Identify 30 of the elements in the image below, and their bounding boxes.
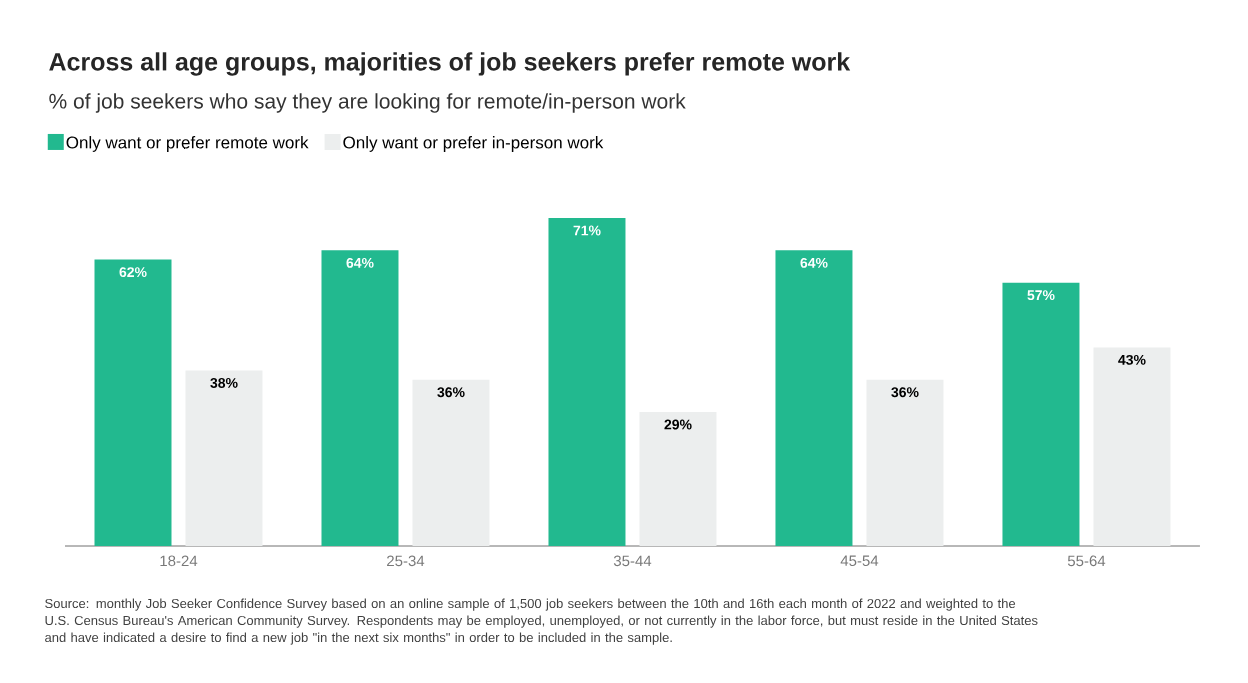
legend-label: Only want or prefer remote work [66,136,309,152]
bar [548,218,626,547]
bar [1002,282,1080,547]
bar [775,250,853,547]
bar [321,250,399,547]
bar [639,412,717,547]
x-tick-label: 45-54 [840,555,879,566]
data-label: 36% [891,387,919,398]
data-label: 29% [664,419,692,430]
legend-label: Only want or prefer in-person work [343,136,604,152]
chart-subtitle: % of job seekers who say they are looking for remote/in-person work [49,93,686,113]
bar [185,370,263,547]
x-tick-label: 18-24 [160,555,198,567]
x-tick-label: 25-34 [387,555,425,567]
data-label: 38% [210,378,238,388]
chart-title: Across all age groups, majorities of job seekers prefer remote work [49,52,851,76]
data-label: 64% [346,257,374,268]
source-note: Source: monthly Job Seeker Confidence Survey based on an online sample of 1,500 job seekers between the 10th and 16th each month of 2022 and weighted to the U.S. Census Bureau's American Community Survey. Respondents may be employed, unemployed, or not currently in the labor force, but must reside in the United States and have indicated a desire to find a new job "in the next six months" in order to be included in the sample. [45,598,1038,645]
bar [1093,347,1171,547]
data-label: 71% [573,225,601,236]
x-tick-label: 35-44 [613,555,652,567]
data-label: 57% [1027,290,1055,301]
x-tick-label: 55-64 [1067,555,1106,567]
data-label: 62% [119,267,147,278]
data-label: 36% [437,387,465,398]
bar [866,379,944,547]
data-label: 43% [1118,354,1146,365]
bar [412,379,490,547]
bar [94,259,172,547]
data-label: 64% [800,257,828,268]
